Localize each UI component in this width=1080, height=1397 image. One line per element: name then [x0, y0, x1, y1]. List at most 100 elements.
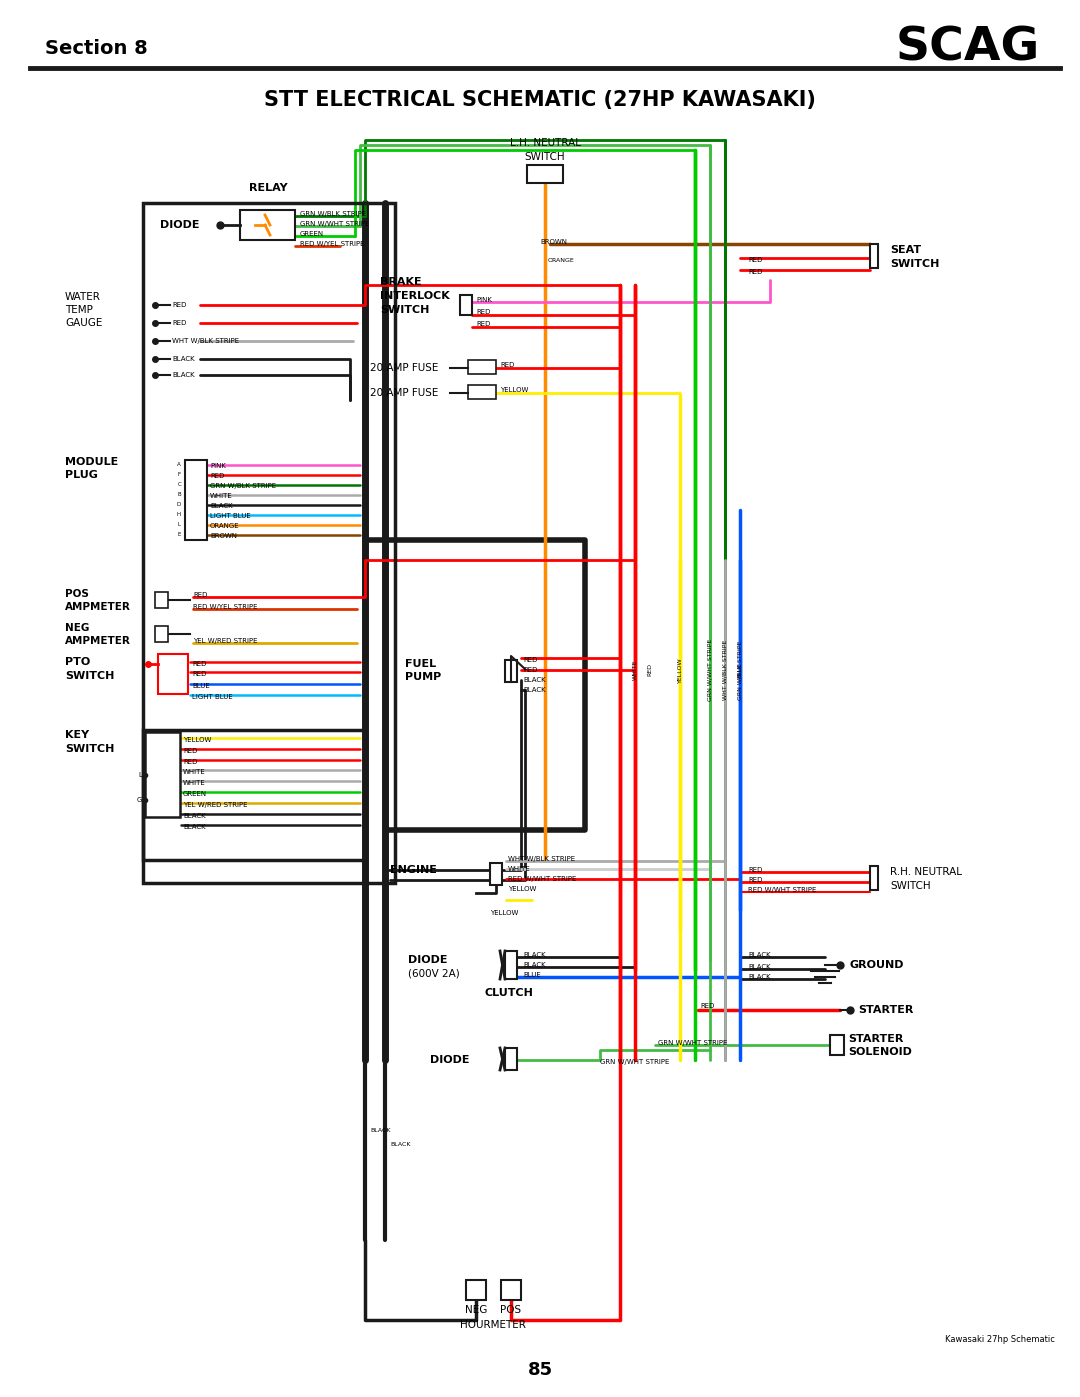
Text: POS: POS	[65, 590, 89, 599]
Text: SEAT: SEAT	[890, 244, 921, 256]
Text: 20 AMP FUSE: 20 AMP FUSE	[370, 363, 438, 373]
Bar	[831, 1035, 843, 1055]
Text: RED: RED	[748, 868, 762, 873]
Text: L: L	[138, 773, 141, 778]
Text: DIODE: DIODE	[408, 956, 447, 965]
Text: RED W/WHT STRIPE: RED W/WHT STRIPE	[508, 876, 577, 882]
Text: D: D	[177, 503, 181, 507]
Text: WATER: WATER	[65, 292, 100, 302]
Text: WHITE: WHITE	[633, 659, 637, 680]
Text: DIODE: DIODE	[430, 1055, 470, 1065]
Text: C: C	[177, 482, 181, 488]
Text: YEL W/RED STRIPE: YEL W/RED STRIPE	[193, 638, 257, 644]
Text: BLACK: BLACK	[172, 356, 194, 362]
Text: RED: RED	[748, 257, 762, 263]
Text: AMPMETER: AMPMETER	[65, 602, 131, 612]
Text: BLACK: BLACK	[183, 813, 205, 819]
Text: SWITCH: SWITCH	[890, 882, 931, 891]
Text: BLACK: BLACK	[523, 951, 545, 958]
Text: GRN W/BLK STRIPE: GRN W/BLK STRIPE	[210, 483, 276, 489]
Text: ENGINE: ENGINE	[390, 865, 437, 875]
Text: PTO: PTO	[65, 657, 91, 666]
Bar	[505, 1048, 517, 1070]
Text: SOLENOID: SOLENOID	[848, 1046, 912, 1058]
Text: RED: RED	[700, 1003, 714, 1009]
Text: WHITE: WHITE	[210, 493, 233, 499]
Text: SWITCH: SWITCH	[65, 671, 114, 680]
Text: E: E	[177, 532, 181, 538]
Text: BLACK: BLACK	[390, 1143, 410, 1147]
Text: PINK: PINK	[476, 298, 491, 303]
Text: R.H. NEUTRAL: R.H. NEUTRAL	[890, 868, 962, 877]
Bar	[505, 659, 517, 682]
Text: GROUND: GROUND	[850, 960, 905, 970]
Text: RED: RED	[476, 309, 490, 314]
Text: RED: RED	[210, 474, 225, 479]
Bar	[143, 203, 395, 883]
Bar	[490, 863, 502, 886]
Text: GRN W/BLK STRIPE: GRN W/BLK STRIPE	[300, 211, 366, 217]
Text: BLACK: BLACK	[370, 1127, 391, 1133]
Bar	[468, 386, 496, 400]
Text: LIGHT BLUE: LIGHT BLUE	[210, 513, 251, 520]
Text: BLUE: BLUE	[523, 972, 541, 978]
Text: YELLOW: YELLOW	[500, 387, 528, 393]
Text: DIODE: DIODE	[160, 219, 200, 231]
Text: GRN W/BLK STRIPE: GRN W/BLK STRIPE	[738, 640, 743, 700]
Text: RED: RED	[192, 671, 206, 678]
Text: RELAY: RELAY	[248, 183, 287, 193]
Text: L.H. NEUTRAL: L.H. NEUTRAL	[510, 138, 581, 148]
Text: NEG: NEG	[464, 1305, 487, 1315]
Bar	[870, 866, 878, 890]
Text: 85: 85	[527, 1361, 553, 1379]
Text: RED: RED	[523, 657, 538, 664]
Text: L: L	[178, 522, 181, 528]
Text: HOURMETER: HOURMETER	[460, 1320, 526, 1330]
Text: RED: RED	[192, 661, 206, 666]
Text: WHITE: WHITE	[183, 768, 206, 775]
Text: A: A	[177, 462, 181, 468]
Text: TEMP: TEMP	[65, 305, 93, 314]
Text: WHT W/BLK STRIPE: WHT W/BLK STRIPE	[508, 856, 576, 862]
Text: BLUE: BLUE	[738, 662, 743, 678]
Text: FUEL: FUEL	[405, 659, 436, 669]
Text: BLACK: BLACK	[748, 974, 771, 981]
Text: RED: RED	[183, 747, 198, 754]
Text: MODULE: MODULE	[65, 457, 118, 467]
Text: WHT W/BLK STRIPE: WHT W/BLK STRIPE	[172, 338, 239, 344]
Text: RED: RED	[183, 759, 198, 766]
Text: Kawasaki 27hp Schematic: Kawasaki 27hp Schematic	[945, 1336, 1055, 1344]
Bar	[143, 731, 365, 861]
Text: BRAKE: BRAKE	[380, 277, 421, 286]
Bar	[527, 165, 563, 183]
Text: GRN W/WHT STRIPE: GRN W/WHT STRIPE	[707, 638, 713, 701]
Bar	[156, 592, 168, 608]
Bar	[505, 951, 517, 979]
Text: BLACK: BLACK	[523, 687, 545, 693]
Text: YELLOW: YELLOW	[183, 738, 212, 743]
Text: KEY: KEY	[65, 731, 90, 740]
Text: YEL W/RED STRIPE: YEL W/RED STRIPE	[183, 802, 247, 807]
Text: BROWN: BROWN	[540, 239, 567, 244]
Text: POS: POS	[500, 1305, 522, 1315]
Bar	[158, 654, 188, 694]
Bar	[870, 244, 878, 268]
Text: RED W/YEL STRIPE: RED W/YEL STRIPE	[193, 604, 257, 610]
Text: RED: RED	[476, 321, 490, 327]
Text: ORANGE: ORANGE	[548, 257, 575, 263]
Text: STARTER: STARTER	[848, 1034, 903, 1044]
Text: YELLOW: YELLOW	[508, 886, 537, 893]
Text: (600V 2A): (600V 2A)	[408, 968, 460, 978]
Text: SWITCH: SWITCH	[65, 745, 114, 754]
Text: SCAG: SCAG	[895, 25, 1040, 70]
Text: GREEN: GREEN	[300, 231, 324, 237]
Text: BLACK: BLACK	[183, 824, 205, 830]
Text: CLUTCH: CLUTCH	[485, 988, 534, 997]
Bar	[501, 1280, 521, 1301]
Text: GAUGE: GAUGE	[65, 319, 103, 328]
Text: GRN W/WHT STRIPE: GRN W/WHT STRIPE	[658, 1039, 727, 1046]
Text: NEG: NEG	[65, 623, 90, 633]
Text: AMPMETER: AMPMETER	[65, 636, 131, 645]
Text: RED: RED	[172, 302, 187, 307]
Text: INTERLOCK: INTERLOCK	[380, 291, 449, 300]
